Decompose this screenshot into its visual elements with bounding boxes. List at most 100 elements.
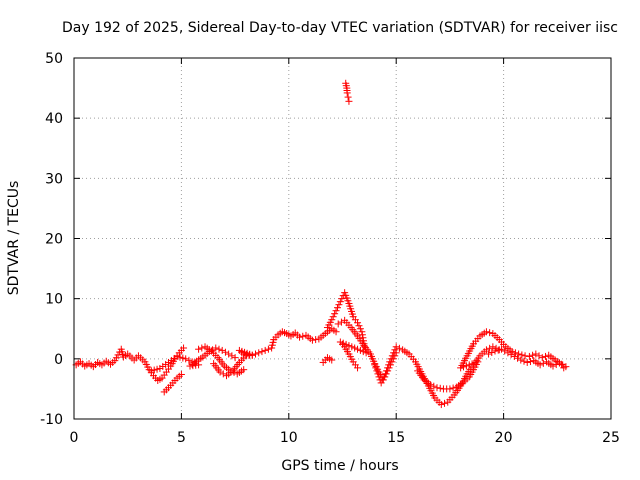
data-point (471, 359, 479, 367)
data-point (150, 366, 158, 374)
data-point (308, 336, 316, 344)
data-point (334, 320, 342, 328)
data-point (371, 361, 379, 369)
data-point (535, 352, 543, 360)
plot-frame (73, 57, 612, 420)
data-point (390, 349, 398, 357)
data-point (437, 401, 445, 409)
data-point (332, 328, 340, 336)
data-point (343, 89, 351, 97)
x-tick-label: 25 (602, 430, 620, 446)
data-point (488, 349, 496, 357)
data-point (427, 381, 435, 389)
x-tick-label: 20 (495, 430, 513, 446)
data-point (338, 295, 346, 303)
data-point (468, 360, 476, 368)
data-point (491, 347, 499, 355)
data-point (173, 352, 181, 360)
data-point (374, 370, 382, 378)
data-point (441, 399, 449, 407)
data-point (114, 351, 122, 359)
data-point (358, 331, 366, 339)
data-point (216, 368, 224, 376)
data-point (112, 354, 120, 362)
data-point (228, 352, 236, 360)
data-point (111, 357, 119, 365)
data-point (379, 376, 387, 384)
data-point (536, 361, 544, 369)
data-point (177, 370, 185, 378)
data-point (532, 350, 540, 358)
data-point (221, 348, 229, 356)
data-point (180, 344, 188, 352)
data-point (252, 350, 260, 358)
data-point (345, 342, 353, 350)
data-point (329, 313, 337, 321)
data-point (358, 328, 366, 336)
data-point (430, 382, 438, 390)
data-point (179, 354, 187, 362)
data-point (372, 364, 380, 372)
x-axis-label: GPS time / hours (281, 458, 398, 474)
data-point (356, 346, 364, 354)
data-point (489, 343, 497, 351)
data-point (518, 351, 526, 359)
y-tick-label: -10 (40, 412, 63, 428)
data-point (436, 384, 444, 392)
data-point (497, 345, 505, 353)
data-point (195, 345, 203, 353)
data-points (72, 79, 570, 409)
data-point (153, 365, 161, 373)
data-point (520, 357, 528, 365)
data-point (380, 373, 388, 381)
data-point (388, 352, 396, 360)
data-point (255, 349, 263, 357)
data-point (482, 328, 490, 336)
chart-title: Day 192 of 2025, Sidereal Day-to-day VTE… (62, 20, 618, 36)
data-point (356, 325, 364, 333)
data-point (386, 358, 394, 366)
data-point (391, 346, 399, 354)
data-point (332, 307, 340, 315)
data-point (494, 346, 502, 354)
data-point (248, 351, 256, 359)
x-tick-label: 15 (387, 430, 405, 446)
x-tick-labels: 0 5 10 15 20 25 (70, 430, 620, 446)
data-point (383, 367, 391, 375)
y-tick-label: 40 (45, 111, 63, 127)
data-point (348, 343, 356, 351)
data-point (176, 353, 184, 361)
data-point (212, 344, 220, 352)
y-tick-label: 0 (54, 352, 63, 368)
data-point (354, 364, 362, 372)
data-point (525, 352, 533, 360)
x-tick-label: 5 (177, 430, 186, 446)
y-tick-label: 30 (45, 171, 63, 187)
data-point (486, 329, 494, 337)
data-point (392, 343, 400, 351)
data-point (526, 358, 534, 366)
y-tick-label: 10 (45, 292, 63, 308)
data-point (299, 332, 307, 340)
data-point (312, 336, 320, 344)
data-point (529, 351, 537, 359)
data-point (258, 348, 266, 356)
data-point (345, 97, 353, 105)
data-point (335, 301, 343, 309)
data-point (549, 362, 557, 370)
data-point (515, 350, 523, 358)
data-point (354, 319, 362, 327)
y-axis-label: SDTVAR / TECUs (6, 181, 22, 296)
data-point (215, 345, 223, 353)
data-point (474, 358, 482, 366)
data-point (218, 346, 226, 354)
y-tick-label: 20 (45, 232, 63, 248)
x-tick-label: 0 (70, 430, 79, 446)
data-point (339, 339, 347, 347)
data-point (385, 361, 393, 369)
data-point (508, 348, 516, 356)
data-point (182, 355, 190, 363)
data-point (354, 345, 362, 353)
data-point (446, 385, 454, 393)
